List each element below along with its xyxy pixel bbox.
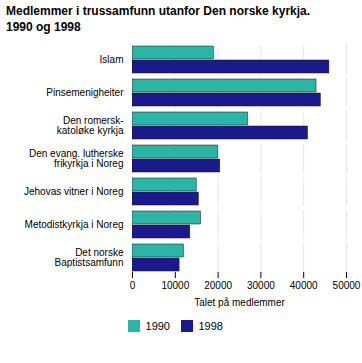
svg-text:30000: 30000	[247, 280, 275, 291]
svg-text:Den romersk-katoløke kyrkja: Den romersk-katoløke kyrkja	[57, 115, 124, 136]
svg-text:Pinsemenigheiter: Pinsemenigheiter	[46, 87, 124, 98]
html-text:1998: 1998	[198, 319, 223, 332]
svg-text:50000: 50000	[333, 280, 361, 291]
svg-text:Den evang. lutherskefrikyrkja: Den evang. lutherskefrikyrkja i Noreg	[29, 148, 124, 169]
svg-text:Metodistkyrkja i Noreg: Metodistkyrkja i Noreg	[25, 219, 124, 230]
html-text:Medlemmer i trussamfunn utanfo: Medlemmer i trussamfunn utanfor Den nors…	[6, 4, 311, 34]
svg-text:Jehovas vitner i Noreg: Jehovas vitner i Noreg	[24, 186, 124, 197]
svg-text:40000: 40000	[290, 280, 318, 291]
svg-text:0: 0	[130, 280, 136, 291]
html-text:1990: 1990	[145, 319, 170, 332]
svg-text:Islam: Islam	[100, 54, 124, 65]
svg-text:Det norskeBaptistsamfunn: Det norskeBaptistsamfunn	[55, 247, 124, 268]
svg-text:10000: 10000	[161, 280, 189, 291]
svg-text:Talet på medlemmer: Talet på medlemmer	[194, 297, 285, 308]
svg-text:20000: 20000	[204, 280, 232, 291]
